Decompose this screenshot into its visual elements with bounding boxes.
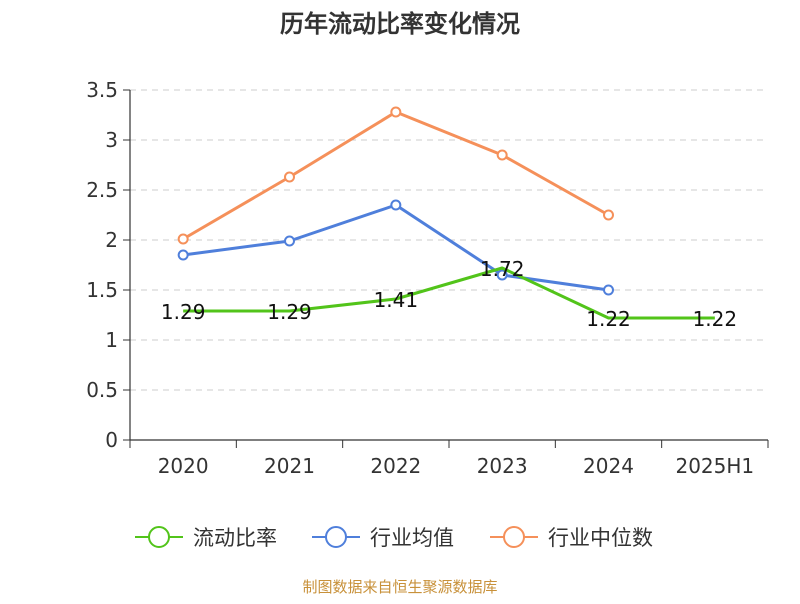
x-tick-label: 2025H1	[675, 454, 754, 478]
legend-marker	[504, 527, 524, 547]
data-point[interactable]	[285, 237, 294, 246]
y-tick-label: 1.5	[86, 278, 118, 302]
data-point[interactable]	[179, 251, 188, 260]
legend-item-1[interactable]: 行业均值	[312, 526, 454, 550]
y-tick-label: 2	[105, 228, 118, 252]
data-label: 1.29	[161, 300, 206, 324]
x-tick-label: 2021	[264, 454, 315, 478]
data-label: 1.22	[693, 307, 738, 331]
legend-label: 行业均值	[370, 526, 454, 550]
y-tick-label: 1	[105, 328, 118, 352]
x-tick-label: 2024	[583, 454, 634, 478]
data-label: 1.29	[267, 300, 312, 324]
legend-label: 流动比率	[193, 526, 277, 550]
data-point[interactable]	[391, 201, 400, 210]
y-tick-label: 0.5	[86, 378, 118, 402]
data-point[interactable]	[391, 108, 400, 117]
data-label: 1.41	[374, 288, 419, 312]
source-note: 制图数据来自恒生聚源数据库	[302, 578, 497, 596]
axes: 0 0.5 1 1.5 2 2.5 3 3.5 2020 2021 2022 2023 2024 2025…	[86, 78, 768, 478]
chart-title: 历年流动比率变化情况	[280, 10, 520, 38]
y-tick-label: 3.5	[86, 78, 118, 102]
data-labels: 1.29 1.29 1.41 1.72 1.22 1.22	[161, 257, 737, 331]
data-label: 1.72	[480, 257, 525, 281]
y-tick-label: 0	[105, 428, 118, 452]
x-tick-label: 2023	[477, 454, 528, 478]
data-point[interactable]	[604, 211, 613, 220]
data-label: 1.22	[586, 307, 631, 331]
y-tick-label: 3	[105, 128, 118, 152]
legend-item-0[interactable]: 流动比率	[135, 526, 277, 550]
x-tick-label: 2022	[370, 454, 421, 478]
y-tick-label: 2.5	[86, 178, 118, 202]
data-point[interactable]	[498, 151, 507, 160]
data-point[interactable]	[285, 173, 294, 182]
data-point[interactable]	[604, 286, 613, 295]
legend[interactable]: 流动比率 行业均值 行业中位数	[135, 526, 653, 550]
legend-marker	[326, 527, 346, 547]
legend-marker	[149, 527, 169, 547]
series-line-0	[183, 268, 715, 318]
series-line-1	[183, 205, 608, 290]
legend-item-2[interactable]: 行业中位数	[490, 526, 653, 550]
legend-label: 行业中位数	[548, 526, 653, 550]
series-lines	[179, 108, 715, 319]
series-line-2	[183, 112, 608, 239]
data-point[interactable]	[179, 235, 188, 244]
x-tick-label: 2020	[158, 454, 209, 478]
